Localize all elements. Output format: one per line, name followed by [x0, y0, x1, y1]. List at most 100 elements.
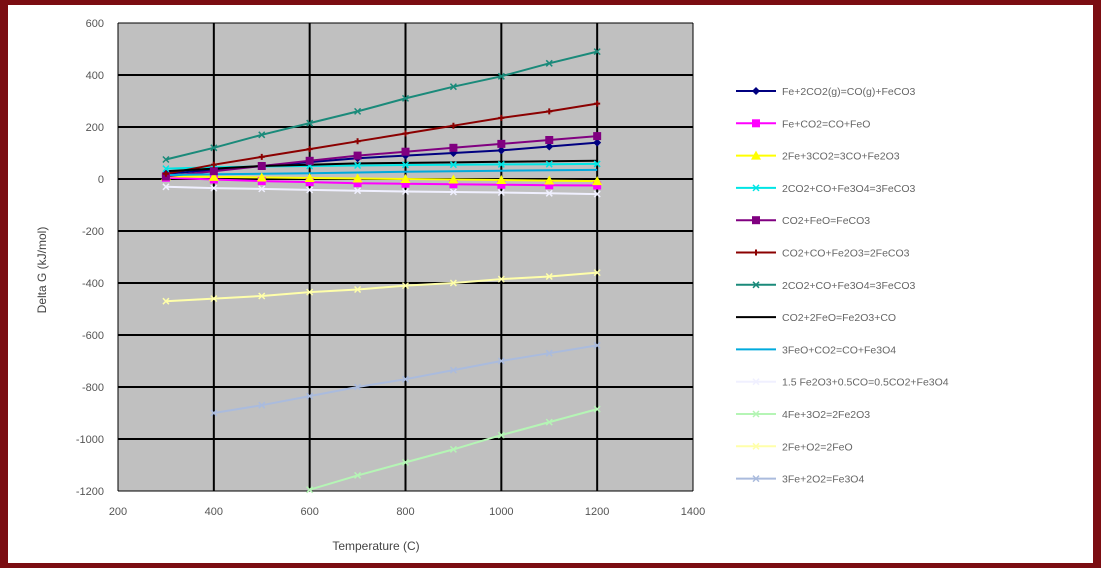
x-tick-labels: 200 400 600 800 1000 1200 1400 [109, 506, 705, 518]
data-point-series-5 [257, 162, 266, 170]
data-point-series-4 [449, 161, 457, 169]
series-line-8 [165, 159, 598, 173]
data-point-series-4 [593, 160, 601, 168]
data-point-series-7 [354, 107, 362, 115]
y-tick-label: -800 [82, 382, 104, 394]
series-line-5 [165, 135, 598, 178]
data-point-series-4 [354, 161, 362, 170]
data-point-series-3 [448, 174, 459, 184]
data-point-series-6 [258, 153, 265, 160]
data-point-series-7 [162, 155, 170, 164]
data-point-series-12 [162, 297, 170, 305]
y-tick-label: -600 [82, 330, 104, 342]
data-point-series-4 [162, 165, 170, 173]
data-point-series-6 [594, 100, 601, 107]
legend-label-1: Fe+2CO2(g)=CO(g)+FeCO3 [782, 86, 915, 98]
legend-swatch-marker-1 [752, 87, 760, 95]
data-point-series-13 [545, 349, 553, 357]
data-point-series-6 [546, 108, 553, 115]
chart-svg: 200 400 600 800 1000 1200 1400 -1200-1000-800-… [35, 18, 949, 553]
legend-swatch-marker-11 [752, 410, 760, 418]
data-point-series-12 [545, 272, 553, 281]
data-point-series-6 [402, 130, 409, 137]
data-point-series-10 [210, 184, 218, 192]
data-point-series-13 [593, 341, 601, 349]
data-point-series-12 [306, 288, 314, 296]
data-point-series-7 [545, 59, 553, 67]
data-point-series-11 [545, 418, 553, 426]
legend-swatch-marker-5 [752, 216, 760, 225]
data-point-series-7 [306, 119, 314, 127]
data-point-series-10 [545, 189, 553, 197]
legend-label-13: 3Fe+2O2=Fe3O4 [782, 474, 864, 486]
data-point-series-3 [544, 175, 555, 185]
series-line-7 [165, 50, 598, 161]
data-point-series-5 [401, 147, 410, 156]
data-point-series-11 [449, 445, 457, 453]
data-point-series-3 [208, 171, 219, 181]
data-point-series-10 [306, 186, 314, 194]
series-line-12 [165, 271, 598, 303]
data-point-series-7 [401, 94, 410, 102]
data-point-series-3 [496, 175, 507, 185]
data-point-series-10 [497, 188, 505, 197]
data-point-series-2 [497, 180, 506, 189]
data-point-series-12 [449, 279, 457, 287]
legend-label-12: 2Fe+O2=2FeO [782, 441, 853, 453]
y-tick-label: 400 [86, 70, 104, 82]
data-point-series-2 [593, 181, 602, 190]
data-point-series-2 [545, 181, 554, 190]
chart-frame: 200 400 600 800 1000 1200 1400 -1200 -1000 -800-… [8, 5, 1093, 563]
legend-label-2: Fe+CO2=CO+FeO [782, 118, 870, 130]
series-line-6 [165, 102, 598, 175]
data-point-series-6 [306, 146, 313, 153]
data-point-series-7 [210, 144, 218, 152]
legend-label-9: 3FeO+CO2=CO+Fe3O4 [782, 344, 896, 356]
data-point-series-6 [354, 138, 361, 145]
y-axis-title: Delta G (kJ/mol) [35, 227, 49, 314]
data-point-series-2 [449, 180, 458, 189]
data-point-series-13 [354, 383, 362, 391]
data-point-series-3 [592, 176, 603, 186]
legend-label-7: 2CO2+CO+Fe3O4=3FeCO3 [782, 280, 916, 292]
data-point-series-12 [354, 285, 362, 294]
legend-swatch-marker-2 [752, 119, 760, 128]
data-point-series-5 [593, 132, 602, 141]
data-point-series-1 [593, 138, 602, 147]
data-point-series-6 [450, 122, 457, 129]
data-point-series-5 [209, 167, 218, 176]
legend-label-11: 4Fe+3O2=2Fe2O3 [782, 409, 870, 421]
x-tick-label: 1200 [585, 506, 609, 518]
series-line-3 [165, 175, 598, 183]
data-point-series-12 [258, 292, 266, 300]
data-point-series-12 [401, 282, 410, 290]
y-tick-label: -200 [82, 226, 104, 238]
data-point-series-2 [353, 179, 362, 188]
data-point-series-4 [497, 160, 505, 168]
data-point-series-10 [401, 187, 410, 196]
legend-swatch-marker-6 [753, 249, 759, 256]
data-point-series-12 [593, 269, 601, 277]
data-point-series-5 [353, 151, 362, 160]
legend-swatch-marker-10 [752, 378, 760, 386]
data-point-series-3 [400, 174, 411, 183]
legend-swatch-marker-12 [752, 442, 760, 450]
data-point-series-4 [401, 161, 410, 169]
x-tick-label: 800 [396, 506, 414, 518]
x-tick-label: 1000 [489, 506, 513, 518]
data-point-series-12 [497, 275, 505, 283]
data-point-series-6 [498, 114, 505, 121]
legend-label-8: CO2+2FeO=Fe2O3+CO [782, 312, 896, 324]
x-tick-label: 200 [109, 506, 127, 518]
y-tick-label: -1200 [76, 486, 104, 498]
y-tick-label: -400 [82, 278, 104, 290]
data-point-series-2 [401, 179, 410, 188]
legend: Fe+2CO2(g)=CO(g)+FeCO3 Fe+CO2=CO+FeO 2Fe+3… [736, 86, 949, 486]
data-point-series-10 [162, 183, 170, 191]
series-line-10 [165, 185, 598, 196]
data-point-series-1 [545, 142, 554, 151]
legend-swatch-marker-13 [752, 475, 760, 483]
legend-label-3: 2Fe+3CO2=3CO+Fe2O3 [782, 151, 900, 163]
legend-label-10: 1.5 Fe2O3+0.5CO=0.5CO2+Fe3O4 [782, 377, 949, 389]
data-point-series-6 [162, 170, 169, 177]
